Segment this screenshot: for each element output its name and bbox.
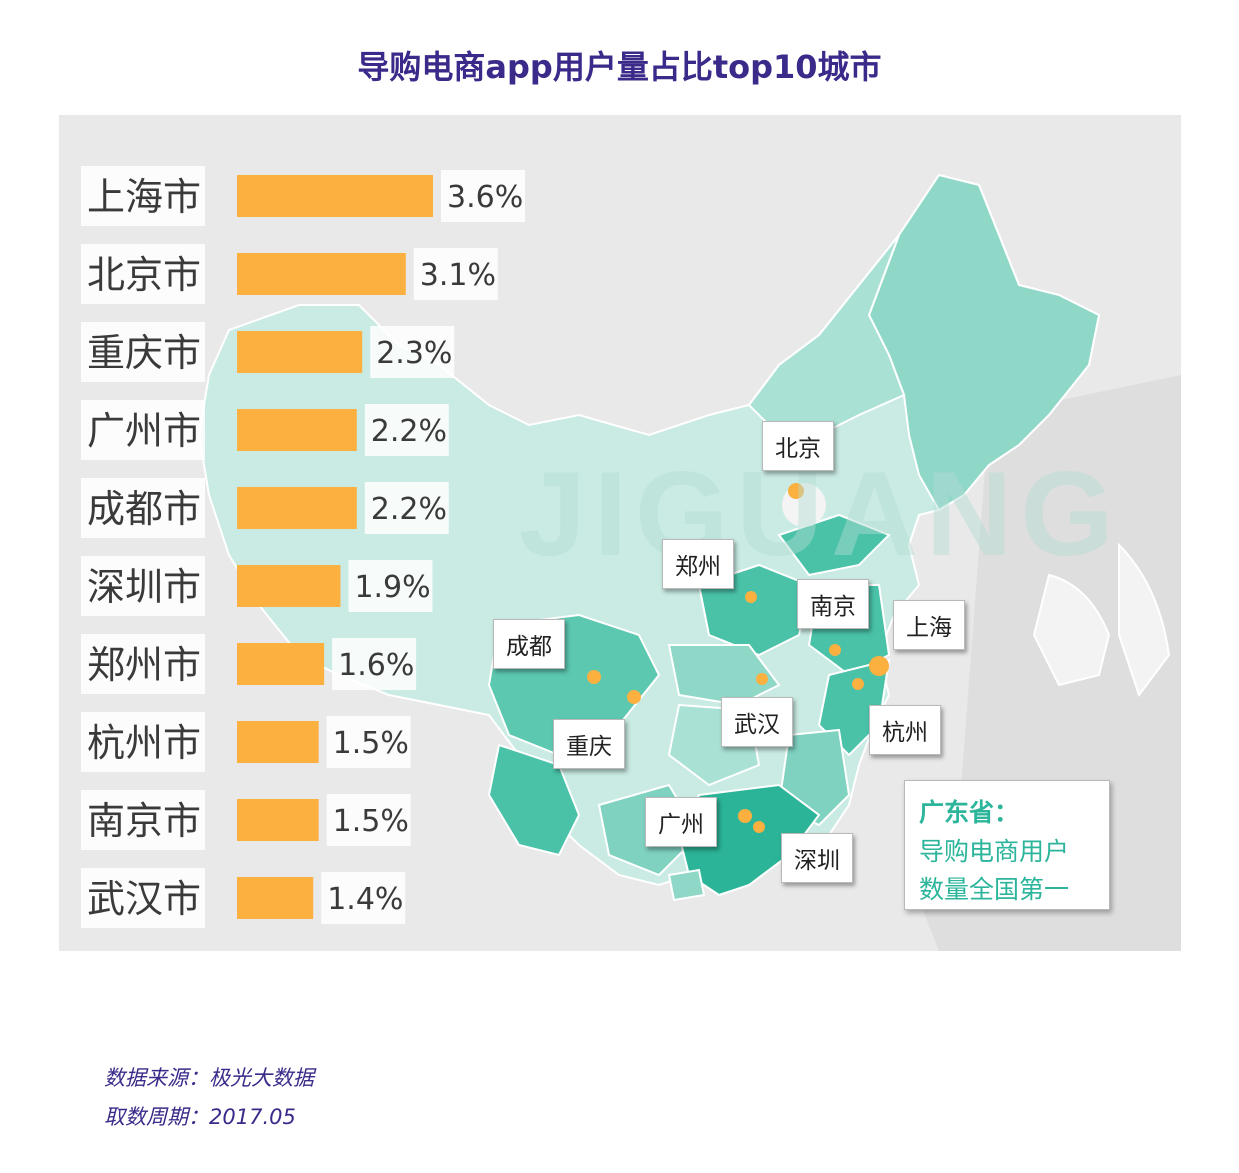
data-period: 取数周期：2017.05 xyxy=(104,1105,296,1129)
value-label-bg xyxy=(326,794,411,846)
map-region-shandong xyxy=(777,513,891,577)
value-label: 3.6% xyxy=(447,180,523,215)
city-dots xyxy=(587,483,889,833)
category-label-bg xyxy=(81,478,205,538)
bar xyxy=(237,565,341,607)
map-label-chengdu: 成都 xyxy=(493,619,565,669)
callout-line-2: 数量全国第一 xyxy=(919,875,1070,904)
value-label-bg xyxy=(370,326,455,378)
category-label-bg xyxy=(81,634,205,694)
bar xyxy=(237,253,406,295)
map-panel: JIGUANG 上海市 3.6% 北京市 3.1% 重庆市 2.3% 广州市 2.2% 成都市 2… xyxy=(59,115,1181,951)
dot-wuhan xyxy=(756,673,768,685)
map-label-beijing: 北京 xyxy=(762,421,834,471)
guangdong-callout: 广东省： 导购电商用户 数量全国第一 xyxy=(904,780,1110,910)
category-label-bg xyxy=(81,400,205,460)
map-label-nanjing: 南京 xyxy=(797,579,869,629)
value-label: 1.9% xyxy=(354,570,430,605)
bar xyxy=(237,409,357,451)
value-label: 1.5% xyxy=(333,726,409,761)
category-label-bg xyxy=(81,166,205,226)
dot-chongqing xyxy=(627,690,641,704)
map-label-shenzhen: 深圳 xyxy=(781,833,853,883)
value-label-bg xyxy=(413,248,498,300)
category-label: 杭州市 xyxy=(87,721,201,765)
bar xyxy=(237,721,319,763)
callout-heading: 广东省： xyxy=(919,798,1020,827)
value-label-bg xyxy=(441,170,525,222)
value-label-bg xyxy=(364,482,449,534)
category-label: 北京市 xyxy=(87,253,201,297)
bar xyxy=(237,175,433,217)
category-label-bg xyxy=(81,322,205,382)
data-source: 数据来源：极光大数据 xyxy=(104,1066,314,1090)
bar xyxy=(237,799,319,841)
category-label-bg xyxy=(81,790,205,850)
map-label-shanghai: 上海 xyxy=(893,600,965,650)
bar xyxy=(237,877,314,919)
chart-title: 导购电商app用户量占比top10城市 xyxy=(357,48,882,86)
category-label: 深圳市 xyxy=(87,565,201,609)
category-label: 武汉市 xyxy=(87,877,201,921)
dot-nanjing xyxy=(829,644,841,656)
map-label-guangzhou: 广州 xyxy=(645,797,717,847)
category-label: 南京市 xyxy=(87,799,201,843)
dot-beijing xyxy=(788,483,804,499)
value-label: 2.2% xyxy=(371,492,447,527)
category-label: 成都市 xyxy=(87,487,201,531)
value-label-bg xyxy=(348,560,433,612)
category-label-bg xyxy=(81,868,205,928)
dot-shanghai xyxy=(869,656,889,676)
value-label: 1.4% xyxy=(327,882,403,917)
bar xyxy=(237,643,325,685)
map-region-hainan xyxy=(667,868,706,902)
dot-guangzhou xyxy=(738,809,752,823)
map-label-chongqing: 重庆 xyxy=(553,719,625,769)
bar xyxy=(237,487,357,529)
category-label-bg xyxy=(81,712,205,772)
callout-line-1: 导购电商用户 xyxy=(919,837,1070,866)
dot-hangzhou xyxy=(852,678,864,690)
map-label-hangzhou: 杭州 xyxy=(869,705,941,755)
dot-shenzhen xyxy=(753,821,765,833)
category-label-bg xyxy=(81,556,205,616)
value-label-bg xyxy=(332,638,417,690)
dot-chengdu xyxy=(587,670,601,684)
value-label: 1.6% xyxy=(338,648,414,683)
map-label-wuhan: 武汉 xyxy=(721,697,793,747)
value-label-bg xyxy=(321,872,406,924)
category-label: 重庆市 xyxy=(87,331,201,375)
map-label-zhengzhou: 郑州 xyxy=(662,539,734,589)
dot-zhengzhou xyxy=(745,591,757,603)
value-label-bg xyxy=(326,716,411,768)
category-label: 广州市 xyxy=(87,409,201,453)
category-label-bg xyxy=(81,244,205,304)
map-region-hubei xyxy=(667,644,781,707)
value-label: 3.1% xyxy=(420,258,496,293)
category-label: 上海市 xyxy=(87,175,201,219)
category-label: 郑州市 xyxy=(87,643,201,687)
value-label: 2.3% xyxy=(376,336,452,371)
value-label: 1.5% xyxy=(333,804,409,839)
value-label: 2.2% xyxy=(371,414,447,449)
bar xyxy=(237,331,363,373)
value-label-bg xyxy=(364,404,449,456)
bar-chart: 上海市 3.6% 北京市 3.1% 重庆市 2.3% 广州市 2.2% 成都市 2.2% 深圳市 1.… xyxy=(81,166,525,928)
